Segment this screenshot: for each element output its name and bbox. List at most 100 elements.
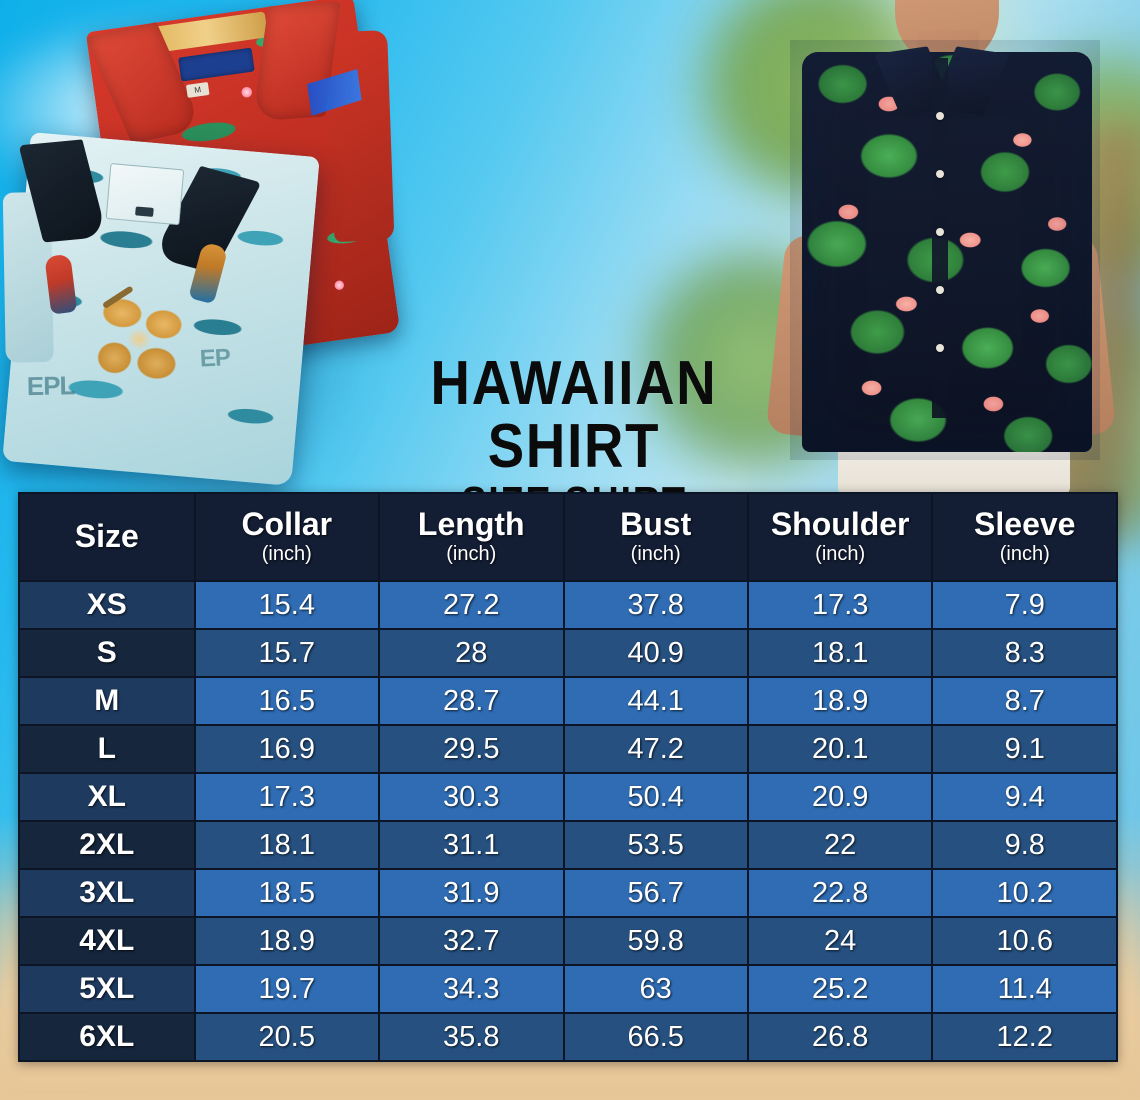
table-header-row: Size Collar (inch) Length (inch) Bust (i…	[18, 492, 1118, 582]
measurement-cell: 8.3	[931, 628, 1118, 678]
measurement-cell: 17.3	[746, 580, 934, 630]
header-label: Size	[74, 518, 139, 555]
measurement-cell: 16.5	[193, 676, 381, 726]
hibiscus-flower-icon	[87, 288, 192, 391]
measurement-cell: 15.4	[193, 580, 381, 630]
measurement-cell: 59.8	[562, 916, 749, 966]
measurement-cell: 7.9	[931, 580, 1118, 630]
size-label-cell: 4XL	[18, 916, 196, 966]
header-unit: (inch)	[815, 543, 866, 566]
header-label: Bust	[620, 505, 692, 542]
measurement-cell: 17.3	[193, 772, 381, 822]
size-label-cell: L	[18, 724, 196, 774]
measurement-cell: 34.3	[378, 964, 565, 1014]
header-label: Shoulder	[770, 505, 910, 542]
table-header: Size Collar (inch) Length (inch) Bust (i…	[18, 492, 1118, 582]
measurement-cell: 28.7	[378, 676, 565, 726]
measurement-cell: 12.2	[931, 1012, 1118, 1062]
measurement-cell: 37.8	[562, 580, 749, 630]
size-chart-table: Size Collar (inch) Length (inch) Bust (i…	[18, 492, 1118, 1062]
measurement-cell: 56.7	[562, 868, 749, 918]
measurement-cell: 47.2	[562, 724, 749, 774]
measurement-cell: 25.2	[746, 964, 934, 1014]
measurement-cell: 66.5	[562, 1012, 749, 1062]
model-photo	[710, 0, 1140, 492]
page-title: HAWAIIAN SHIRT	[430, 349, 718, 482]
header-unit: (inch)	[261, 543, 312, 566]
column-header-shoulder: Shoulder (inch)	[746, 492, 934, 582]
size-label-cell: XS	[18, 580, 196, 630]
shirt-button-icon	[936, 344, 944, 352]
measurement-cell: 8.7	[931, 676, 1118, 726]
header-label: Sleeve	[974, 505, 1076, 542]
measurement-cell: 26.8	[746, 1012, 934, 1062]
measurement-cell: 20.1	[746, 724, 934, 774]
table-row: 3XL 18.5 31.9 56.7 22.8 10.2	[18, 868, 1118, 918]
measurement-cell: 29.5	[378, 724, 565, 774]
table-row: L 16.9 29.5 47.2 20.1 9.1	[18, 724, 1118, 774]
table-row: 2XL 18.1 31.1 53.5 22 9.8	[18, 820, 1118, 870]
shirt-button-icon	[936, 286, 944, 294]
size-label-cell: 5XL	[18, 964, 196, 1014]
measurement-cell: 18.5	[193, 868, 381, 918]
measurement-cell: 35.8	[378, 1012, 565, 1062]
folded-shirts-photo: M EPL EP	[2, 0, 408, 487]
measurement-cell: 10.2	[931, 868, 1118, 918]
shirt-button-icon	[936, 112, 944, 120]
measurement-cell: 16.9	[193, 724, 381, 774]
size-label-cell: 3XL	[18, 868, 196, 918]
measurement-cell: 40.9	[562, 628, 749, 678]
header-unit: (inch)	[446, 543, 497, 566]
header-label: Length	[417, 505, 525, 542]
header-unit: (inch)	[630, 543, 681, 566]
measurement-cell: 30.3	[378, 772, 565, 822]
measurement-cell: 20.9	[746, 772, 934, 822]
size-label-cell: XL	[18, 772, 196, 822]
measurement-cell: 18.9	[193, 916, 381, 966]
model-shirt-placket	[932, 58, 948, 418]
measurement-cell: 50.4	[562, 772, 749, 822]
measurement-cell: 22.8	[746, 868, 934, 918]
column-header-size: Size	[18, 492, 196, 582]
shirt-size-tag: M	[185, 81, 210, 98]
shirt-button-icon	[936, 228, 944, 236]
measurement-cell: 32.7	[378, 916, 565, 966]
measurement-cell: 53.5	[562, 820, 749, 870]
measurement-cell: 63	[562, 964, 749, 1014]
measurement-cell: 11.4	[931, 964, 1118, 1014]
measurement-cell: 31.1	[378, 820, 565, 870]
table-row: M 16.5 28.7 44.1 18.9 8.7	[18, 676, 1118, 726]
measurement-cell: 10.6	[931, 916, 1118, 966]
blue-hawaiian-shirt: EPL EP	[2, 131, 320, 487]
table-row: 6XL 20.5 35.8 66.5 26.8 12.2	[18, 1012, 1118, 1062]
measurement-cell: 27.2	[378, 580, 565, 630]
table-row: XL 17.3 30.3 50.4 20.9 9.4	[18, 772, 1118, 822]
measurement-cell: 9.8	[931, 820, 1118, 870]
size-label-cell: M	[18, 676, 196, 726]
measurement-cell: 28	[378, 628, 565, 678]
measurement-cell: 22	[746, 820, 934, 870]
table-row: XS 15.4 27.2 37.8 17.3 7.9	[18, 580, 1118, 630]
size-label-cell: 2XL	[18, 820, 196, 870]
column-header-collar: Collar (inch)	[193, 492, 381, 582]
measurement-cell: 31.9	[378, 868, 565, 918]
header-label: Collar	[241, 505, 333, 542]
measurement-cell: 20.5	[193, 1012, 381, 1062]
measurement-cell: 18.1	[193, 820, 381, 870]
shirt-print-logo: EPL	[26, 370, 75, 402]
shirt-sleeve	[327, 30, 395, 243]
column-header-sleeve: Sleeve (inch)	[931, 492, 1118, 582]
measurement-cell: 15.7	[193, 628, 381, 678]
table-body: XS 15.4 27.2 37.8 17.3 7.9 S 15.7 28 40.9 18.1 8.3 M…	[18, 580, 1118, 1062]
measurement-cell: 18.9	[746, 676, 934, 726]
header-unit: (inch)	[999, 543, 1050, 566]
measurement-cell: 9.1	[931, 724, 1118, 774]
table-row: 5XL 19.7 34.3 63 25.2 11.4	[18, 964, 1118, 1014]
measurement-cell: 19.7	[193, 964, 381, 1014]
model-vignette	[790, 40, 1100, 460]
measurement-cell: 9.4	[931, 772, 1118, 822]
column-header-bust: Bust (inch)	[562, 492, 749, 582]
shirt-brand-label	[178, 47, 255, 82]
measurement-cell: 24	[746, 916, 934, 966]
measurement-cell: 18.1	[746, 628, 934, 678]
